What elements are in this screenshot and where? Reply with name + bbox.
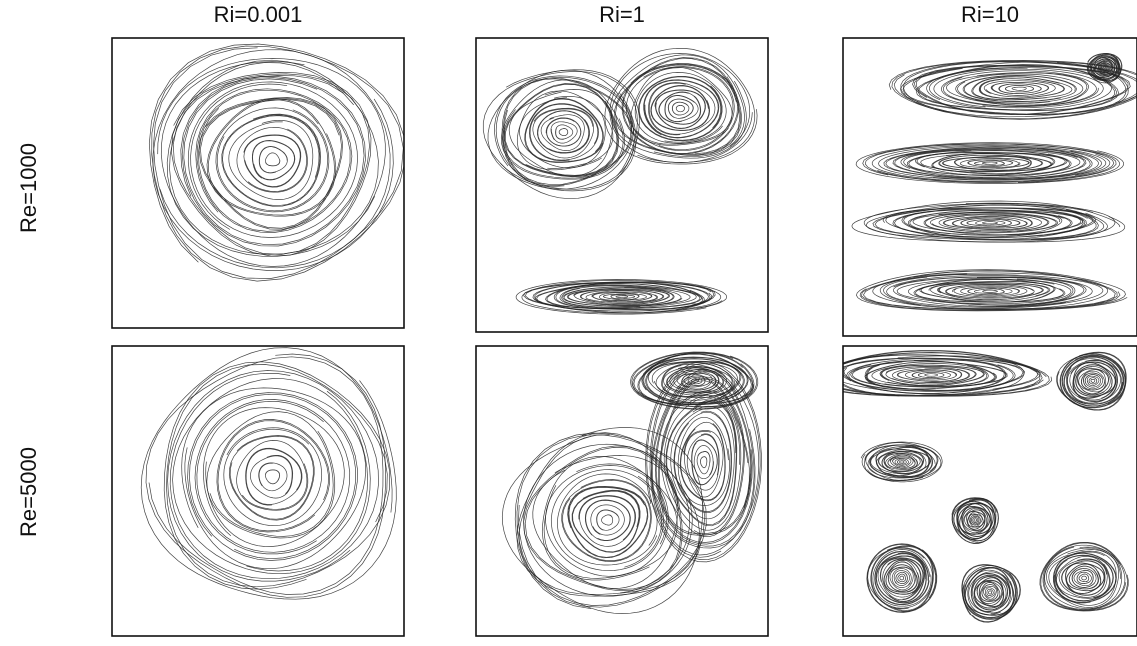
panel	[502, 352, 761, 614]
streamline	[946, 73, 1088, 106]
streamline	[1089, 378, 1097, 384]
streamline	[188, 82, 357, 238]
panel	[483, 48, 757, 314]
streamline	[900, 461, 905, 463]
streamline	[265, 470, 279, 484]
panel-frame	[112, 38, 404, 328]
streamline	[602, 515, 613, 525]
streamline	[216, 108, 329, 212]
streamline	[259, 146, 287, 173]
streamline	[1072, 568, 1096, 587]
streamline	[898, 574, 906, 582]
streamline	[863, 144, 1116, 183]
streamline	[973, 518, 978, 523]
panel-frame	[843, 38, 1137, 336]
streamline	[925, 374, 938, 377]
streamline	[974, 289, 1004, 294]
streamline	[982, 222, 997, 224]
row-header: Re=1000	[16, 143, 41, 233]
streamline	[953, 286, 1028, 297]
streamline	[616, 296, 628, 298]
streamline	[559, 129, 568, 136]
streamline	[700, 457, 707, 468]
figure: Ri=0.001 Ri=1 Ri=10 Re=1000 Re=5000	[0, 0, 1137, 641]
streamline	[1012, 87, 1026, 90]
streamline	[972, 77, 1072, 100]
panel	[141, 348, 396, 600]
streamline	[884, 147, 1092, 179]
streamline	[556, 125, 573, 140]
streamline	[1082, 576, 1087, 580]
streamline	[199, 98, 343, 230]
streamline	[984, 81, 1055, 97]
panel-frame	[112, 346, 404, 636]
streamline	[520, 96, 606, 168]
streamline	[250, 455, 292, 498]
streamline	[1056, 556, 1110, 598]
streamline	[897, 369, 962, 382]
streamline	[237, 440, 308, 510]
panel	[852, 53, 1137, 311]
streamline	[900, 576, 904, 580]
streamline	[246, 448, 302, 505]
streamline	[182, 388, 366, 569]
streamline	[568, 486, 648, 558]
streamline	[897, 460, 906, 465]
column-header: Ri=1	[599, 2, 645, 27]
panel	[149, 44, 405, 281]
streamline	[1066, 564, 1100, 591]
streamline	[237, 127, 308, 192]
streamline	[892, 569, 911, 588]
streamline	[529, 104, 598, 161]
streamline	[1005, 85, 1033, 92]
streamline	[982, 162, 997, 164]
streamline	[224, 428, 322, 526]
streamline	[1079, 574, 1089, 582]
column-header: Ri=0.001	[214, 2, 303, 27]
panel	[813, 351, 1129, 623]
column-header: Ri=10	[961, 2, 1019, 27]
row-header: Re=5000	[16, 447, 41, 537]
page: Ri=0.001 Ri=1 Ri=10 Re=1000 Re=5000 (() …	[0, 0, 1137, 641]
streamline	[676, 105, 684, 111]
streamline	[265, 153, 280, 166]
streamline	[974, 519, 977, 522]
streamline	[141, 348, 396, 600]
streamline	[585, 500, 630, 541]
streamline	[988, 591, 991, 594]
streamline	[865, 445, 938, 481]
streamline	[1083, 373, 1102, 389]
streamline	[918, 373, 944, 378]
streamline	[1091, 379, 1095, 382]
streamline	[541, 115, 584, 151]
streamline	[252, 140, 295, 180]
streamline	[697, 451, 710, 474]
streamline	[188, 393, 358, 561]
streamline	[509, 89, 612, 176]
streamline	[974, 161, 1004, 166]
streamline	[987, 589, 993, 595]
streamline	[983, 290, 998, 292]
streamline	[887, 275, 1093, 307]
streamline	[502, 428, 702, 614]
streamline	[579, 496, 636, 547]
streamline	[1104, 67, 1106, 69]
streamline	[537, 111, 589, 154]
streamline	[976, 220, 1006, 225]
streamline	[644, 80, 719, 138]
streamline	[597, 510, 620, 530]
streamline	[672, 102, 689, 115]
streamline	[259, 463, 287, 491]
